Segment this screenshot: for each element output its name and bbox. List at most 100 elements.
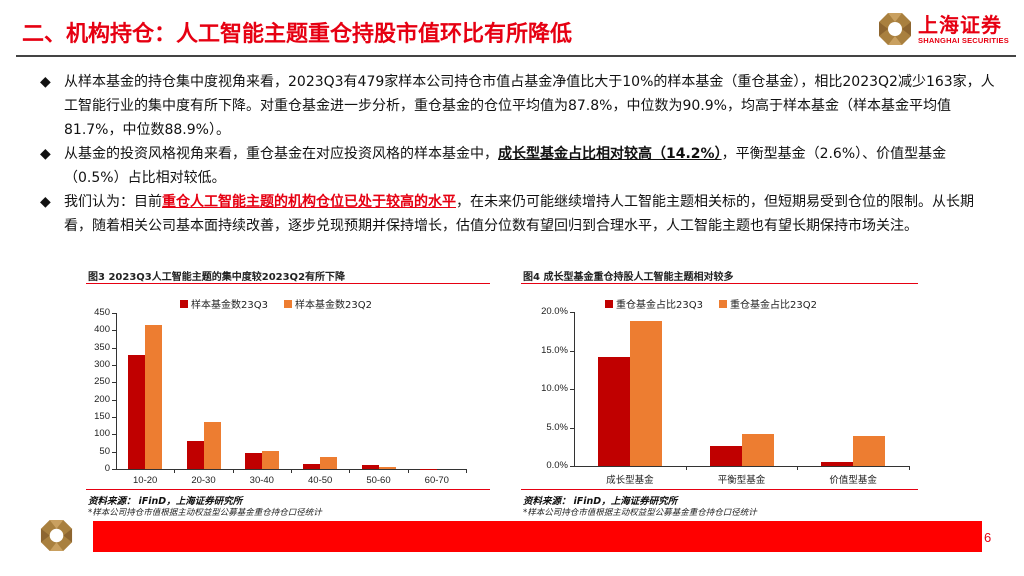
- y-tick-mark: [112, 417, 116, 418]
- y-tick-label: 400: [94, 324, 110, 336]
- bar-q2: [261, 450, 279, 469]
- x-tick-label: 60-70: [424, 475, 449, 486]
- legend-label: 样本基金数23Q3: [191, 300, 268, 311]
- source-label: 资料来源：: [88, 496, 136, 507]
- bullet-text: 从基金的投资风格视角来看，重仓基金在对应投资风格的样本基金中，: [64, 146, 498, 162]
- figure-4-rule: [521, 283, 918, 284]
- y-tick-mark: [112, 347, 116, 349]
- y-tick-mark: [570, 312, 574, 313]
- figure-4-source: 资料来源： iFinD，上海证券研究所: [523, 493, 677, 507]
- figure-3-title: 图3 2023Q3人工智能主题的集中度较2023Q2有所下降: [88, 272, 346, 283]
- x-axis: [574, 466, 909, 467]
- legend-swatch-icon: [605, 299, 613, 308]
- x-tick-mark: [174, 469, 176, 473]
- y-tick-mark: [112, 434, 116, 436]
- x-tick-mark: [232, 469, 234, 473]
- x-tick-mark: [685, 466, 687, 470]
- bullet-text: ，在未来仍可能继续增持人工智能主题相关标的，但短期易受到仓位的限制。从长期看，随…: [64, 194, 974, 234]
- y-tick-mark: [112, 469, 116, 470]
- y-tick-mark: [112, 330, 116, 332]
- source-label: 资料来源：: [523, 496, 571, 507]
- bar-q3: [821, 462, 854, 466]
- y-tick-label: 0: [104, 463, 110, 474]
- y-tick-label: 0.0%: [546, 460, 568, 471]
- bullet-item-style: ◆ 从基金的投资风格视角来看，重仓基金在对应投资风格的样本基金中，成长型基金占比…: [38, 142, 998, 190]
- x-tick-mark: [407, 469, 409, 473]
- legend-item: 重仓基金占比23Q2: [718, 296, 817, 311]
- y-tick-label: 250: [94, 376, 110, 388]
- y-axis: [574, 312, 575, 466]
- bullet-text: 我们认为：目前: [64, 194, 162, 210]
- footer-octagon-logo-icon: [40, 519, 73, 552]
- y-tick-label: 350: [94, 341, 110, 353]
- bullet-list: ◆ 从样本基金的持仓集中度视角来看，2023Q3有479家样本公司持仓市值占基金…: [38, 70, 998, 238]
- bar-q2: [741, 434, 774, 466]
- y-tick-mark: [570, 389, 574, 390]
- x-tick-label: 10-20: [133, 475, 158, 486]
- diamond-bullet-icon: ◆: [40, 146, 51, 162]
- slide-title: 二、机构持仓：人工智能主题重仓持股市值环比有所降低: [22, 22, 573, 47]
- y-tick-label: 150: [94, 411, 110, 422]
- footer-red-band: [93, 521, 982, 552]
- legend-label: 样本基金数23Q2: [294, 300, 372, 311]
- x-tick-label: 50-60: [366, 475, 391, 486]
- source-value: iFinD，上海证券研究所: [138, 496, 243, 507]
- diamond-bullet-icon: ◆: [40, 194, 51, 210]
- figure-3-bottom-rule: [86, 489, 490, 490]
- bar-q2: [145, 324, 163, 469]
- y-tick-mark: [112, 382, 116, 384]
- legend-swatch-icon: [718, 299, 727, 308]
- logo-chinese-name: 上海证券: [918, 12, 1002, 37]
- x-tick-mark: [797, 466, 799, 470]
- figure-3-source: 资料来源： iFinD，上海证券研究所: [88, 493, 242, 507]
- source-value: iFinD，上海证券研究所: [573, 496, 678, 507]
- bar-q2: [853, 435, 886, 466]
- x-tick-label: 价值型基金: [829, 475, 877, 486]
- brand-logo: 上海证券 SHANGHAI SECURITIES: [878, 6, 1018, 52]
- legend-item: 重仓基金占比23Q3: [605, 296, 703, 311]
- figure-3-note: *样本公司持仓市值根据主动权益型公募基金重仓持仓口径统计: [88, 508, 322, 518]
- y-tick-mark: [112, 365, 116, 366]
- y-tick-mark: [112, 451, 116, 453]
- y-tick-mark: [112, 399, 116, 401]
- bar-q3: [597, 356, 630, 466]
- y-tick-mark: [570, 427, 574, 429]
- figure-4-note: *样本公司持仓市值根据主动权益型公募基金重仓持仓口径统计: [523, 508, 757, 518]
- legend-item: 样本基金数23Q2: [283, 296, 372, 311]
- bullet-emphasis: 重仓人工智能主题的机构仓位已处于较高的水平: [162, 194, 456, 210]
- x-tick-mark: [466, 469, 467, 473]
- bullet-item-view: ◆ 我们认为：目前重仓人工智能主题的机构仓位已处于较高的水平，在未来仍可能继续增…: [38, 190, 998, 238]
- x-tick-label: 20-30: [191, 475, 216, 486]
- legend-item: 样本基金数23Q3: [180, 296, 268, 311]
- bar-q3: [128, 354, 146, 469]
- bar-q3: [361, 464, 379, 469]
- bullet-text: ，平衡型基金（2.6%）、价值型基金（0.5%）占比相对较低。: [64, 146, 947, 186]
- y-axis: [116, 313, 117, 469]
- x-tick-label: 30-40: [249, 475, 274, 486]
- chart-legend: 样本基金数23Q3 样本基金数23Q2: [180, 296, 372, 311]
- figure-4-chart: 重仓基金占比23Q3 重仓基金占比23Q2 0.0% 5.0% 10.0% 15.0% 20…: [521, 290, 918, 490]
- y-tick-mark: [112, 313, 116, 314]
- figure-3-rule: [86, 283, 490, 284]
- diamond-bullet-icon: ◆: [40, 74, 51, 90]
- x-tick-label: 成长型基金: [606, 475, 654, 486]
- y-tick-label: 5.0%: [546, 421, 568, 433]
- x-tick-label: 平衡型基金: [717, 475, 766, 486]
- y-tick-mark: [570, 466, 574, 467]
- y-tick-label: 50: [99, 445, 110, 457]
- y-tick-label: 450: [94, 307, 110, 318]
- y-tick-mark: [570, 350, 574, 352]
- chart-legend: 重仓基金占比23Q3 重仓基金占比23Q2: [605, 296, 817, 311]
- legend-label: 重仓基金占比23Q3: [616, 300, 703, 311]
- bar-q2: [629, 321, 662, 466]
- y-tick-label: 200: [94, 393, 110, 405]
- figure-3-chart: 样本基金数23Q3 样本基金数23Q2 0 50 100 150 200 250 300 350 4…: [86, 290, 490, 490]
- y-tick-label: 300: [94, 359, 110, 370]
- legend-swatch-icon: [283, 299, 292, 308]
- legend-label: 重仓基金占比23Q2: [729, 300, 817, 311]
- bar-q3: [709, 445, 742, 466]
- x-tick-mark: [349, 469, 351, 473]
- x-tick-label: 40-50: [308, 475, 333, 486]
- octagon-logo-icon: [879, 13, 911, 45]
- bar-q3: [244, 452, 262, 469]
